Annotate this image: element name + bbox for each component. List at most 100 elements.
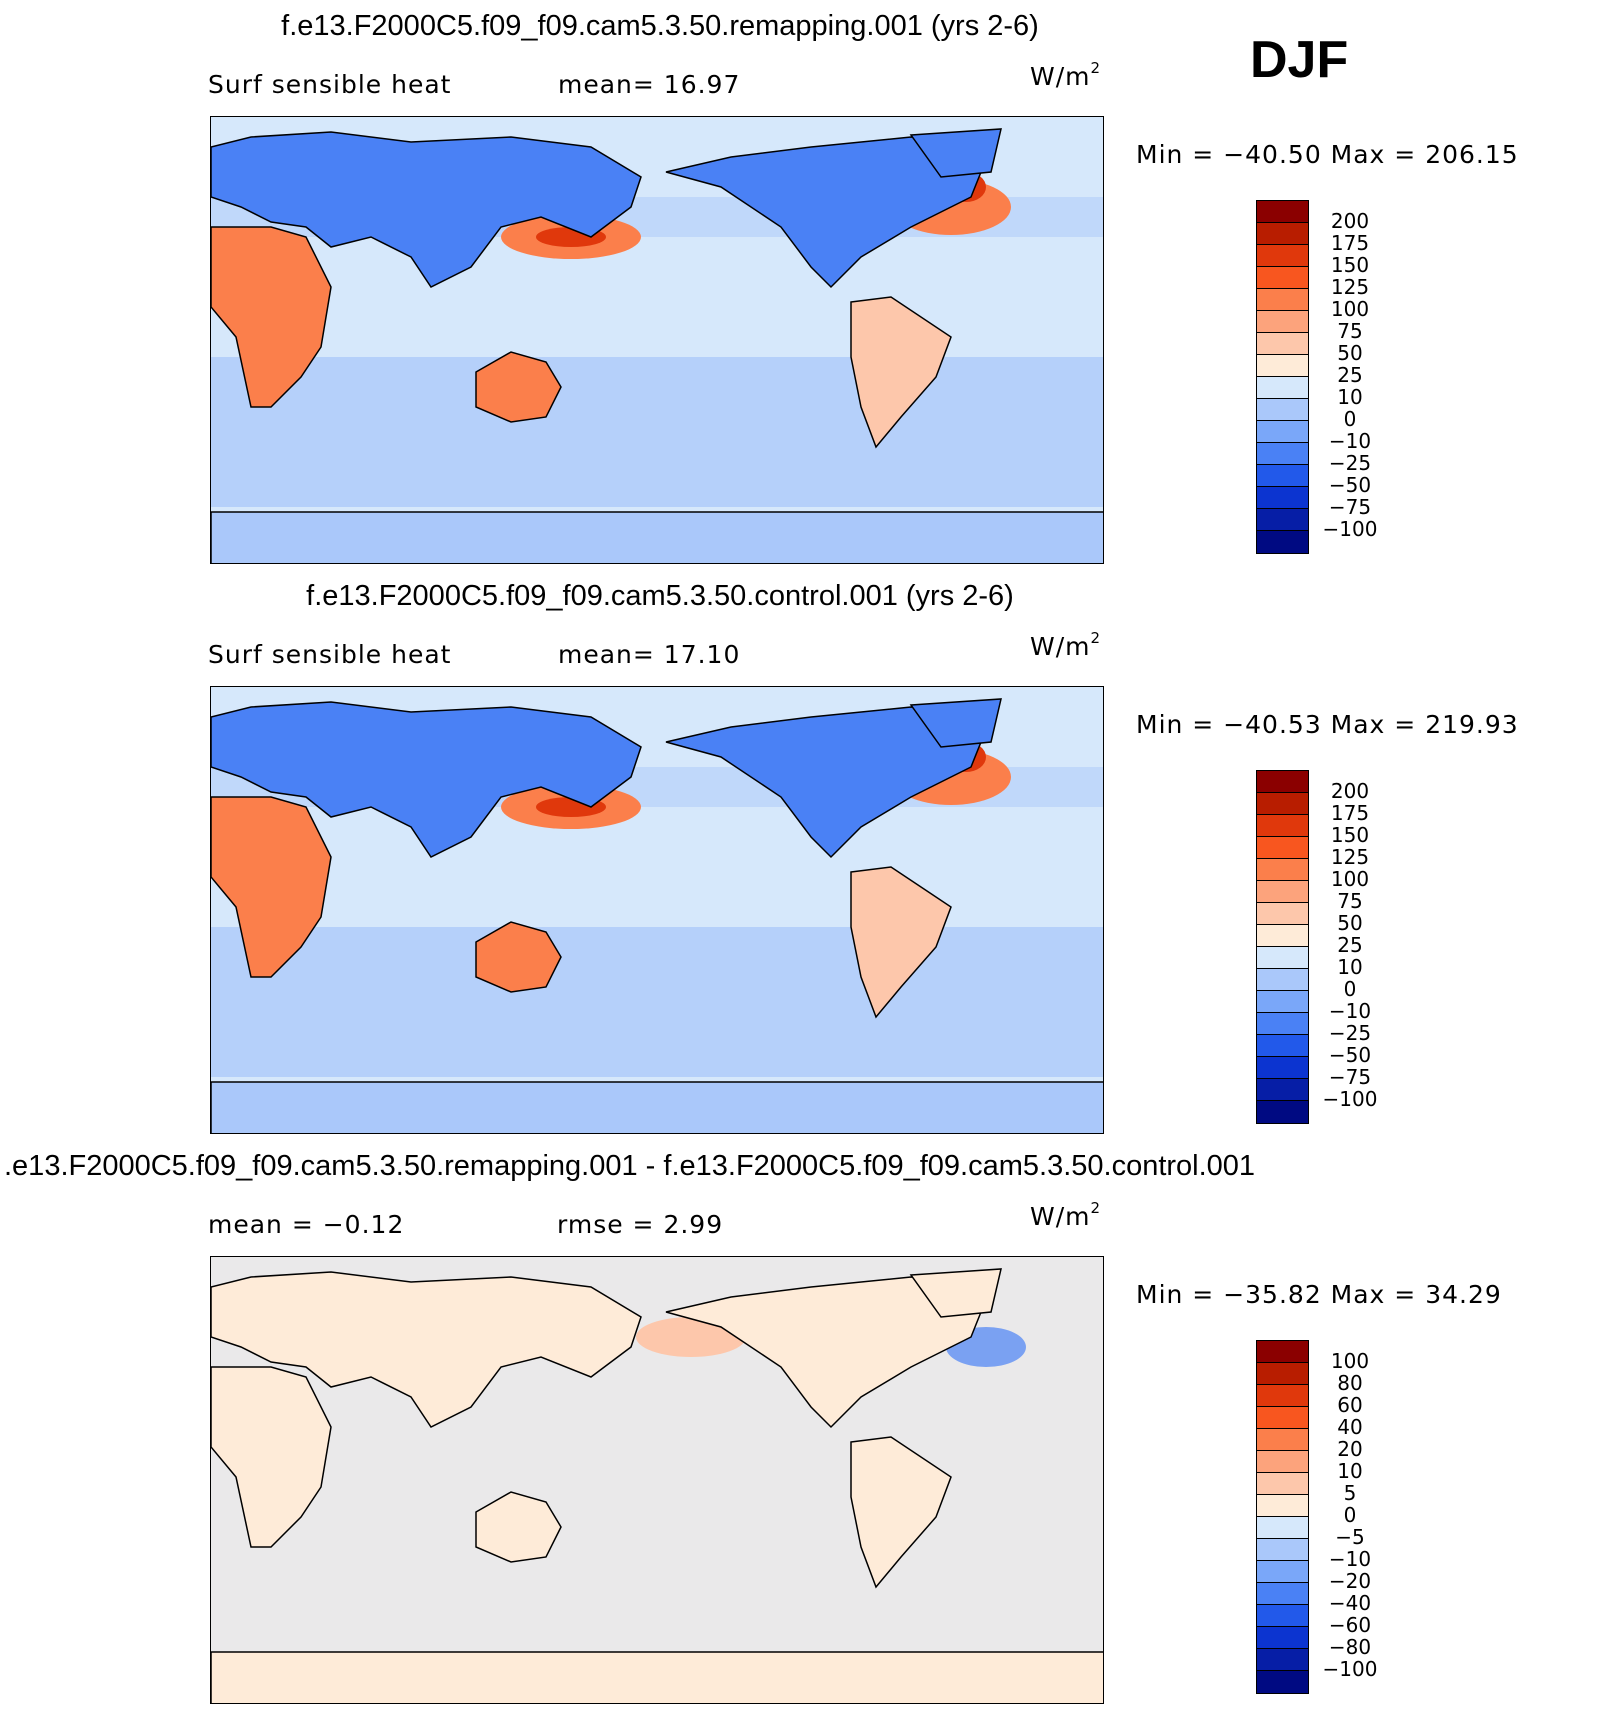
colorbar-swatch bbox=[1257, 1451, 1308, 1473]
colorbar-tick-label: 20 bbox=[1337, 1437, 1363, 1461]
colorbar-labels: 200 175 150 125 100 75 50 25 10 0 −10 −25 −50 −75 −100 bbox=[1320, 210, 1380, 540]
colorbar-swatch bbox=[1257, 1649, 1308, 1671]
colorbar-tick-label: 200 bbox=[1330, 209, 1370, 233]
units-exp: 2 bbox=[1090, 59, 1102, 77]
units-exp: 2 bbox=[1090, 629, 1102, 647]
southern-ocean-band bbox=[211, 357, 1103, 507]
landmass-europe_asia bbox=[211, 131, 642, 288]
landmass-samerica bbox=[850, 1436, 952, 1589]
landmass-europe_asia bbox=[211, 701, 642, 858]
colorbar-swatch bbox=[1257, 399, 1308, 421]
colorbar-tick-label: −10 bbox=[1328, 429, 1372, 453]
landmass-australia bbox=[475, 1491, 562, 1563]
colorbar-swatch bbox=[1257, 1057, 1308, 1079]
colorbar-tick-label: 40 bbox=[1337, 1415, 1363, 1439]
colorbar-tick-label: 150 bbox=[1330, 823, 1370, 847]
colorbar-tick-label: 25 bbox=[1337, 363, 1363, 387]
colorbar-tick-label: 10 bbox=[1337, 1459, 1363, 1483]
colorbar-tick-label: −100 bbox=[1322, 1087, 1378, 1111]
landmass-antarctica bbox=[211, 1651, 1103, 1703]
colorbar-tick-label: −75 bbox=[1328, 495, 1372, 519]
colorbar-swatch bbox=[1257, 903, 1308, 925]
colorbar-tick-label: −75 bbox=[1328, 1065, 1372, 1089]
mean-stat: mean= 17.10 bbox=[558, 640, 741, 669]
panel-title: f.e13.F2000C5.f09_f09.cam5.3.50.remappin… bbox=[281, 10, 1039, 42]
colorbar-tick-label: 125 bbox=[1330, 845, 1370, 869]
colorbar-tick-label: 100 bbox=[1330, 1349, 1370, 1373]
colorbar-swatch bbox=[1257, 1495, 1308, 1517]
min-max-label: Min = −40.53 Max = 219.93 bbox=[1136, 710, 1519, 739]
colorbar-tick-label: 100 bbox=[1330, 297, 1370, 321]
landmass-africa bbox=[211, 1366, 332, 1548]
season-label: DJF bbox=[1250, 31, 1349, 89]
mean-stat: mean= 16.97 bbox=[558, 70, 741, 99]
colorbar-tick-label: −10 bbox=[1328, 1547, 1372, 1571]
variable-label: Surf sensible heat bbox=[208, 70, 452, 99]
colorbar-tick-label: −10 bbox=[1328, 999, 1372, 1023]
colorbar bbox=[1256, 770, 1309, 1124]
panel-difference: .e13.F2000C5.f09_f09.cam5.3.50.remapping… bbox=[0, 1140, 1602, 1710]
colorbar-swatch bbox=[1257, 1605, 1308, 1627]
units-base: W/m bbox=[1030, 1202, 1091, 1231]
southern-ocean-band bbox=[211, 927, 1103, 1077]
colorbar-swatch bbox=[1257, 509, 1308, 531]
colorbar-tick-label: 5 bbox=[1343, 1481, 1357, 1505]
colorbar-tick-label: −50 bbox=[1328, 473, 1372, 497]
colorbar-swatch bbox=[1257, 881, 1308, 903]
colorbar bbox=[1256, 1340, 1309, 1694]
colorbar-swatch bbox=[1257, 1583, 1308, 1605]
colorbar bbox=[1256, 200, 1309, 554]
colorbar-tick-label: −5 bbox=[1335, 1525, 1365, 1549]
colorbar-tick-label: 0 bbox=[1343, 1503, 1357, 1527]
landmass-antarctica bbox=[211, 1081, 1103, 1133]
colorbar-swatch bbox=[1257, 925, 1308, 947]
colorbar-swatch bbox=[1257, 1473, 1308, 1495]
map-svg bbox=[211, 1257, 1103, 1703]
panel-remapping: f.e13.F2000C5.f09_f09.cam5.3.50.remappin… bbox=[0, 0, 1602, 570]
colorbar-tick-label: 0 bbox=[1343, 407, 1357, 431]
units-exp: 2 bbox=[1090, 1199, 1102, 1217]
colorbar-swatch bbox=[1257, 1101, 1308, 1123]
colorbar-tick-label: 200 bbox=[1330, 779, 1370, 803]
colorbar-tick-label: −25 bbox=[1328, 451, 1372, 475]
colorbar-swatch bbox=[1257, 443, 1308, 465]
colorbar-swatch bbox=[1257, 1013, 1308, 1035]
colorbar-swatch bbox=[1257, 969, 1308, 991]
colorbar-swatch bbox=[1257, 1341, 1308, 1363]
landmass-greenland bbox=[909, 1268, 1002, 1318]
landmass-greenland bbox=[909, 698, 1002, 748]
colorbar-swatch bbox=[1257, 1079, 1308, 1101]
landmass-samerica bbox=[850, 866, 952, 1019]
units-base: W/m bbox=[1030, 632, 1091, 661]
colorbar-swatch bbox=[1257, 815, 1308, 837]
colorbar-tick-label: 75 bbox=[1337, 889, 1363, 913]
colorbar-tick-label: 125 bbox=[1330, 275, 1370, 299]
units-label: W/m2 bbox=[1030, 629, 1102, 661]
colorbar-swatch bbox=[1257, 245, 1308, 267]
colorbar-swatch bbox=[1257, 311, 1308, 333]
colorbar-swatch bbox=[1257, 223, 1308, 245]
colorbar-swatch bbox=[1257, 793, 1308, 815]
colorbar-swatch bbox=[1257, 837, 1308, 859]
colorbar-tick-label: 50 bbox=[1337, 911, 1363, 935]
colorbar-swatch bbox=[1257, 333, 1308, 355]
map-svg bbox=[211, 687, 1103, 1133]
colorbar-tick-label: 10 bbox=[1337, 385, 1363, 409]
colorbar-tick-label: 175 bbox=[1330, 801, 1370, 825]
colorbar-swatch bbox=[1257, 1385, 1308, 1407]
colorbar-tick-label: 75 bbox=[1337, 319, 1363, 343]
colorbar-tick-label: −50 bbox=[1328, 1043, 1372, 1067]
map-svg bbox=[211, 117, 1103, 563]
colorbar-swatch bbox=[1257, 1671, 1308, 1693]
colorbar-swatch bbox=[1257, 1561, 1308, 1583]
colorbar-labels: 100 80 60 40 20 10 5 0 −5 −10 −20 −40 −60 −80 −100 bbox=[1320, 1350, 1380, 1680]
colorbar-tick-label: 100 bbox=[1330, 867, 1370, 891]
units-label: W/m2 bbox=[1030, 1199, 1102, 1231]
panel-control: f.e13.F2000C5.f09_f09.cam5.3.50.control.… bbox=[0, 570, 1602, 1140]
colorbar-swatch bbox=[1257, 289, 1308, 311]
colorbar-labels: 200 175 150 125 100 75 50 25 10 0 −10 −25 −50 −75 −100 bbox=[1320, 780, 1380, 1110]
min-max-label: Min = −35.82 Max = 34.29 bbox=[1136, 1280, 1502, 1309]
colorbar-swatch bbox=[1257, 1517, 1308, 1539]
colorbar-swatch bbox=[1257, 267, 1308, 289]
colorbar-tick-label: −80 bbox=[1328, 1635, 1372, 1659]
